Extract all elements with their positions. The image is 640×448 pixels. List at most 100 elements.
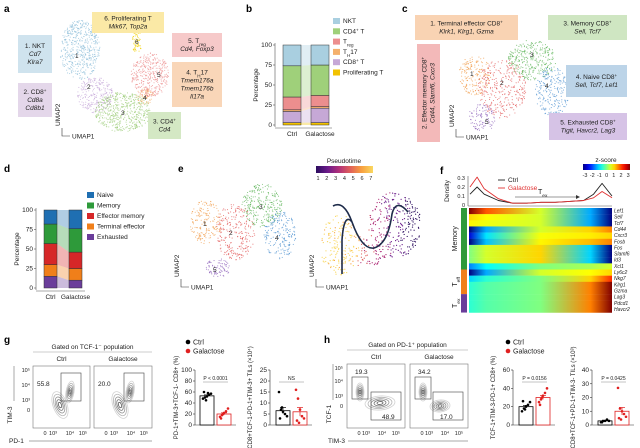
cell-point [543,90,545,92]
cell-point [521,51,523,53]
cell-point [402,210,404,212]
data-point [209,392,213,395]
contour [57,401,63,409]
y-tick-label: 40 [185,400,193,407]
cell-point [377,254,379,256]
cell-point [235,232,237,234]
cell-point [461,79,463,81]
cell-point [283,233,285,235]
cell-point [140,119,142,121]
cell-point [142,68,144,70]
cell-point [380,233,382,235]
cell-point [381,203,383,205]
cell-point [84,94,86,96]
cell-point [510,57,512,59]
cell-point [220,258,223,260]
cell-point [538,73,540,75]
cell-point [283,213,285,216]
cell-point [508,75,510,77]
cell-point [508,76,511,78]
cell-point [85,106,87,108]
cell-point [228,212,230,214]
cell-point [85,31,87,34]
cell-point [543,97,545,99]
cell-point [511,63,513,65]
cell-point [273,204,275,206]
cell-point [398,193,400,195]
cell-point [111,88,113,90]
zscore-colorbar [583,164,630,170]
cell-point [95,59,97,61]
cell-point [250,212,252,214]
cell-point [136,96,138,98]
cell-point [239,257,241,259]
cell-point [266,234,268,236]
cell-point [153,94,155,97]
cell-point [74,40,77,42]
cell-point [412,207,414,209]
cell-point [126,99,128,102]
cell-point [275,250,277,253]
panel-label-d: d [4,164,10,175]
cell-point [106,91,108,93]
cell-point [279,234,281,236]
cell-point [485,106,487,108]
label-text: Proliferating T [343,70,383,77]
cell-point [71,34,73,36]
cell-point [279,245,282,247]
cell-point [466,62,468,64]
cell-point [488,75,490,77]
legend-label: Ctrl [193,340,204,347]
cell-point [489,70,491,72]
cell-point [212,204,215,206]
cell-point [69,72,71,75]
cell-point [503,105,505,107]
cell-point [147,77,149,79]
cell-point [115,118,117,120]
cell-point [260,191,263,193]
cell-point [351,250,353,252]
cell-point [158,72,160,74]
cell-point [89,78,91,80]
cell-point [495,77,497,80]
cell-point [66,69,68,71]
cell-point [380,210,382,213]
cell-point [101,94,103,97]
cell-point [517,52,519,54]
cell-point [339,232,342,234]
cell-point [150,62,152,64]
cell-point [144,78,146,80]
cell-point [258,196,260,198]
cell-point [131,125,133,127]
cell-point [65,56,67,58]
cell-point [101,116,103,119]
cell-point [407,218,409,220]
cell-point [270,201,272,203]
cell-point [500,114,502,116]
cell-point [523,98,525,100]
cell-point [540,80,543,82]
cell-point [132,113,134,115]
cell-point [520,66,522,68]
cell-point [520,98,522,100]
cell-point [327,222,329,224]
cell-point [140,114,142,116]
cell-point [489,65,491,68]
cell-point [474,128,476,130]
cell-point [525,77,527,79]
cell-point [79,40,81,42]
cell-point [541,108,543,110]
cell-point [133,100,136,102]
annotation-line: Cd4 [159,127,171,134]
cell-point [100,123,102,125]
cell-point [162,71,164,73]
cell-point [350,263,352,265]
cell-point [514,68,516,70]
zscore-colorbar-title: z-score [595,157,617,164]
cell-point [140,113,142,115]
cell-point [199,227,201,229]
cell-point [545,56,547,58]
cell-point [124,96,126,98]
cell-point [215,226,217,228]
cell-point [98,83,100,85]
